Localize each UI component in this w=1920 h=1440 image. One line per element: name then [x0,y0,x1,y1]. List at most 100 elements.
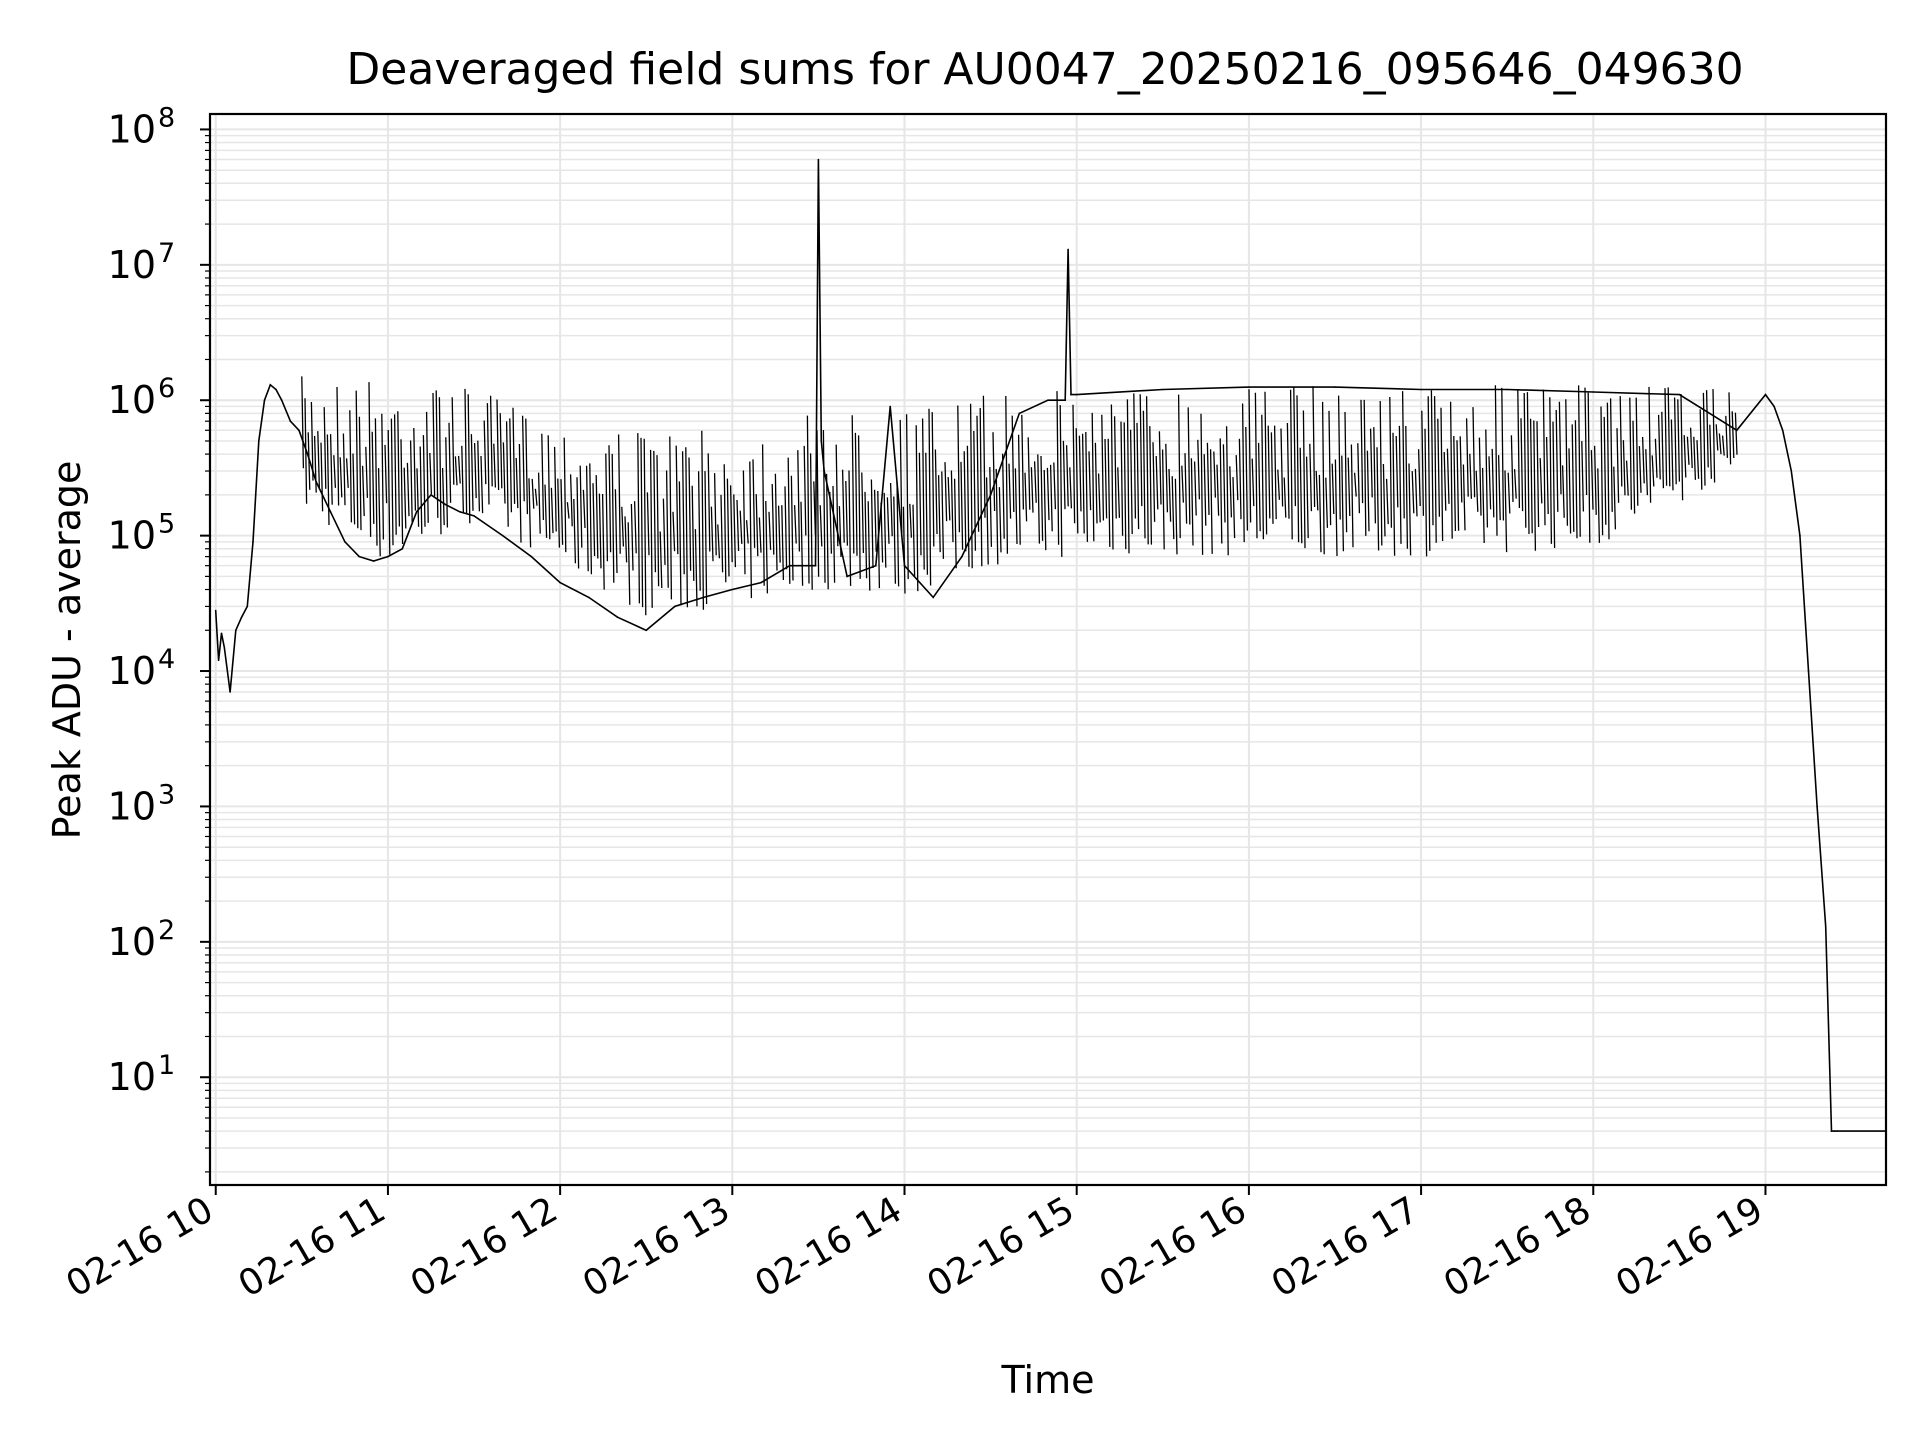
data-point [702,596,705,599]
x-tick-label: 02-16 13 [576,1189,737,1305]
data-point [372,560,375,562]
data-point [588,596,590,599]
y-tick-label-exponent: 7 [158,238,175,269]
y-axis-label: Peak ADU - average [45,461,89,840]
data-point [903,564,906,567]
data-point [559,581,561,584]
y-tick-label-exponent: 6 [158,373,175,404]
data-point [1018,412,1021,415]
data-point [263,399,266,402]
chart-title: Deaveraged field sums for AU0047_2025021… [346,44,1743,95]
data-point [289,420,292,423]
data-point [1047,399,1049,402]
data-point [344,541,346,543]
data-point [530,555,533,558]
data-point [269,384,272,386]
data-point [616,616,619,618]
y-tick-label: 10 [108,514,156,558]
data-point [401,548,404,550]
data-point [220,632,223,635]
y-tick-label: 10 [108,243,156,287]
data-point [814,564,817,567]
data-point [298,429,300,432]
y-tick-label: 10 [108,649,156,693]
data-point [889,405,891,408]
data-point [989,494,992,496]
data-point [1248,386,1250,388]
data-point [235,629,237,632]
data-point [329,511,332,513]
data-point [1830,1130,1833,1132]
y-tick-label: 10 [108,107,156,151]
data-point [252,541,254,543]
data-point [275,388,277,391]
y-tick-label-exponent: 2 [158,915,175,946]
data-point [229,691,231,693]
data-point [1162,388,1164,391]
data-point [1506,388,1508,391]
data-point [1678,393,1681,396]
data-point [1824,925,1827,928]
y-tick-label-exponent: 5 [158,509,175,540]
x-tick-label: 02-16 18 [1437,1189,1598,1305]
data-point [1064,399,1066,402]
data-point [1334,386,1336,388]
data-point [223,646,226,648]
x-axis-label: Time [1001,1358,1095,1402]
data-point [1736,429,1738,432]
x-tick-label: 02-16 19 [1609,1189,1770,1305]
x-tick-label: 02-16 15 [921,1189,1082,1305]
data-point [823,470,825,472]
data-point [846,575,848,578]
data-point [415,511,418,513]
data-point [280,399,283,402]
y-tick-label: 10 [108,1055,156,1099]
y-tick-label-exponent: 4 [158,644,175,675]
data-point [817,158,820,161]
data-point [820,440,823,442]
data-point [1781,429,1784,432]
y-tick-label-exponent: 3 [158,779,175,810]
data-point [240,616,243,618]
y-tick-label-exponent: 1 [158,1050,175,1081]
y-tick-label: 10 [108,784,156,828]
x-tick-label: 02-16 12 [404,1189,565,1305]
data-point [315,481,318,483]
x-ticks-layer: 02-16 10 02-16 11 02-16 12 02-16 13 02-16 14… [60,1185,1770,1306]
data-point [258,440,260,442]
data-point [306,453,309,455]
data-point [217,659,220,662]
plot-frame [208,112,1888,1187]
data-point [1067,248,1069,251]
data-point [358,555,361,558]
y-tick-label-exponent: 8 [158,102,175,133]
data-point [501,534,504,537]
y-tick-label: 10 [108,920,156,964]
data-point [932,596,934,599]
data-point [473,515,475,517]
data-point [214,609,217,612]
data-point [1764,393,1767,396]
series-layer [214,158,1886,1132]
y-tick-label: 10 [108,378,156,422]
x-tick-label: 02-16 16 [1093,1189,1254,1305]
x-tick-label: 02-16 17 [1265,1189,1426,1305]
data-point [1816,805,1818,808]
data-point [444,503,447,506]
data-point [1836,1130,1838,1132]
data-point [788,564,791,567]
data-point [961,555,963,558]
data-point [1799,534,1801,537]
data-point [1592,391,1595,393]
data-point [1420,388,1422,391]
data-point [246,605,249,608]
data-point [760,581,762,584]
data-point [674,605,676,608]
x-tick-label: 02-16 11 [232,1189,393,1305]
data-point [1070,393,1072,396]
data-point [387,555,389,558]
data-point [1773,405,1775,408]
data-point [1075,393,1078,396]
